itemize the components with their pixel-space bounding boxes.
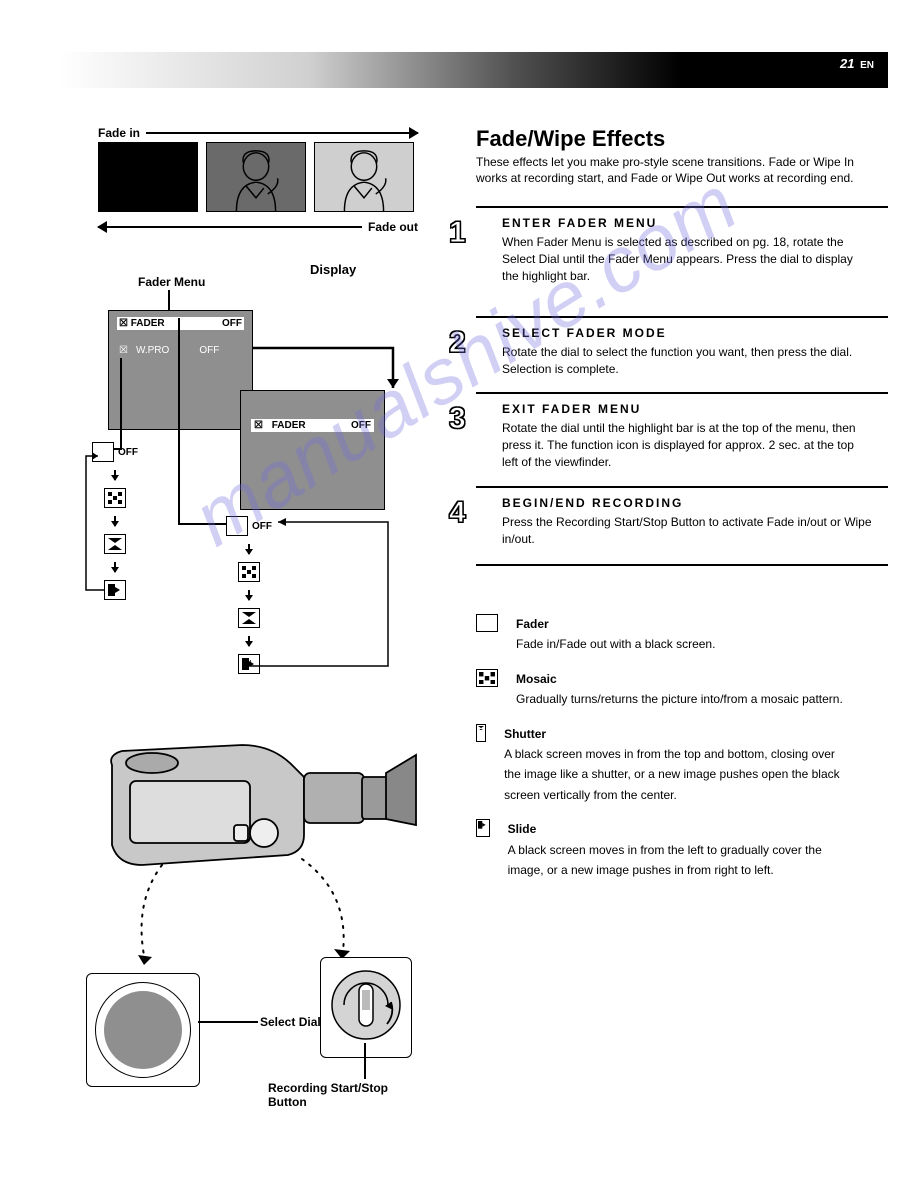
vf-row-fader: ☒ FADER OFF <box>117 317 244 330</box>
fade-in-arrow: Fade in <box>98 126 418 140</box>
step-2-number: 2 <box>449 326 485 360</box>
mosaic-icon <box>476 669 498 687</box>
select-dial-box <box>86 973 200 1087</box>
viewfinder-box-sub: ☒ FADER OFF <box>240 390 385 510</box>
step-3-head: EXIT FADER MENU <box>502 402 641 416</box>
step-3-number: 3 <box>449 402 485 436</box>
section-intro: These effects let you make pro-style sce… <box>476 154 886 186</box>
rule-4 <box>476 486 888 488</box>
vf-row-wpro: ☒ W.PRO OFF <box>119 345 219 356</box>
header-gradient-bar <box>60 52 888 88</box>
vf-fa-off: OFF <box>222 318 242 329</box>
rule-2 <box>476 316 888 318</box>
vf-fa-label: FADER <box>131 318 165 329</box>
stack1-off-label: OFF <box>118 447 138 458</box>
step-3-body: Rotate the dial until the highlight bar … <box>502 420 872 470</box>
fade-frame-light <box>314 142 414 212</box>
connector-line <box>168 290 170 310</box>
dial-label-connector <box>198 1021 258 1023</box>
effect-row-mosaic: Mosaic Gradually turns/returns the pictu… <box>476 669 846 710</box>
step-4-head: BEGIN/END RECORDING <box>502 496 683 510</box>
vf-sub-fader: FADER <box>272 420 306 431</box>
effect-row-slide: Slide A black screen moves in from the l… <box>476 819 846 880</box>
step-1-body: When Fader Menu is selected as described… <box>502 234 872 284</box>
stack1-return-arrow <box>80 452 110 594</box>
stack2-return-arrow <box>250 510 400 670</box>
step-1-head: ENTER FADER MENU <box>502 216 657 230</box>
step-1-number: 1 <box>449 216 485 250</box>
rule-3 <box>476 392 888 394</box>
start-stop-label: Recording Start/Stop Button <box>268 1081 388 1109</box>
camera-illustration: Select Dial Recording Start/Stop Button <box>82 725 422 1055</box>
effect-shutter-name: Shutter <box>504 727 546 741</box>
select-dial[interactable] <box>95 982 191 1078</box>
slide-icon <box>476 819 490 837</box>
step-2-head: SELECT FADER MODE <box>502 326 667 340</box>
start-label-connector <box>364 1043 366 1079</box>
fade-out-arrow: Fade out <box>98 220 418 234</box>
viewfinder-box-main: ☒ FADER OFF ☒ W.PRO OFF <box>108 310 253 430</box>
fade-frame-mid <box>206 142 306 212</box>
vf-sub-off: OFF <box>351 420 371 431</box>
page-number-value: 21 <box>840 56 854 71</box>
effect-row-shutter: Shutter A black screen moves in from the… <box>476 724 846 806</box>
section-title: Fade/Wipe Effects <box>476 126 665 152</box>
fade-out-label: Fade out <box>368 220 418 234</box>
effect-mosaic-desc: Gradually turns/returns the picture into… <box>516 692 843 706</box>
effect-slide-desc: A black screen moves in from the left to… <box>508 843 822 877</box>
connector-left-vert <box>120 358 122 450</box>
fade-in-label: Fade in <box>98 126 140 140</box>
effect-fader-desc: Fade in/Fade out with a black screen. <box>516 637 715 651</box>
vf-sub-row: ☒ FADER OFF <box>251 419 374 432</box>
rule-1 <box>476 206 888 208</box>
step-2-body: Rotate the dial to select the function y… <box>502 344 872 378</box>
effect-slide-name: Slide <box>508 822 537 836</box>
fader-icon <box>476 614 498 632</box>
effect-row-fader: Fader Fade in/Fade out with a black scre… <box>476 614 846 655</box>
step-4-number: 4 <box>449 496 485 530</box>
rule-5 <box>476 564 888 566</box>
effect-mosaic-name: Mosaic <box>516 672 557 686</box>
effect-shutter-desc: A black screen moves in from the top and… <box>504 747 840 802</box>
fader-menu-label: Fader Menu <box>138 275 205 289</box>
shutter-icon <box>476 724 486 742</box>
connector-mid-vert <box>178 318 180 524</box>
display-label: Display <box>310 262 356 277</box>
page-number: 21 EN <box>840 56 874 71</box>
start-stop-box <box>320 957 412 1058</box>
stack2-off-icon <box>226 516 248 536</box>
fade-frame-black <box>98 142 198 212</box>
lady-illustration-mid <box>207 143 305 212</box>
start-stop-button[interactable] <box>329 968 403 1042</box>
step-4-body: Press the Recording Start/Stop Button to… <box>502 514 872 548</box>
effect-fader-name: Fader <box>516 617 549 631</box>
vf-wp-off: OFF <box>199 345 219 356</box>
fade-frames-row <box>98 142 414 212</box>
lady-illustration-light <box>315 143 413 212</box>
page-number-suffix: EN <box>860 60 874 71</box>
select-dial-label: Select Dial <box>260 1015 321 1029</box>
effects-list: Fader Fade in/Fade out with a black scre… <box>476 614 846 880</box>
vf-wp-label: W.PRO <box>136 345 169 356</box>
